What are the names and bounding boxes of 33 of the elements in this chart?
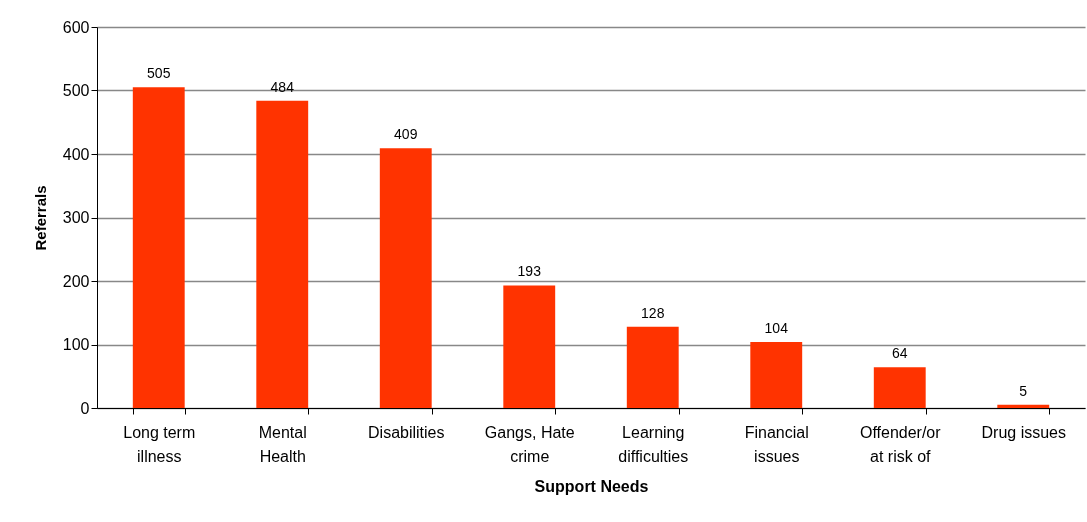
x-tick-label: Offender/or at risk of (859, 423, 942, 465)
bar (750, 341, 803, 408)
bar (256, 100, 309, 408)
bar (379, 148, 432, 408)
bar (873, 367, 926, 408)
x-tick-label: Mental Health (258, 423, 307, 465)
x-tick-label: Gangs, Hate crime (484, 423, 575, 465)
bar (626, 326, 679, 408)
data-label: 505 (147, 65, 171, 82)
bar (997, 404, 1050, 408)
x-tick-label: Disabilities (368, 423, 445, 441)
y-tick-label: 600 (62, 18, 90, 36)
data-label: 64 (891, 345, 908, 362)
data-label: 193 (517, 263, 542, 280)
data-label: 5 (1019, 382, 1028, 399)
bar (503, 285, 556, 408)
bar (132, 87, 185, 408)
data-label: 484 (270, 78, 295, 95)
y-axis-title: Referrals (31, 185, 49, 251)
data-label: 128 (641, 304, 665, 321)
y-tick-label: 0 (80, 399, 90, 417)
y-tick-label: 100 (62, 336, 90, 353)
data-label: 104 (764, 319, 789, 336)
x-tick-label: Learning difficulties (618, 423, 689, 465)
y-tick-label: 500 (62, 82, 90, 99)
y-tick-label: 300 (62, 209, 90, 226)
x-tick-label: Long term illness (123, 423, 196, 465)
x-tick-label: Financial issues (744, 423, 809, 465)
y-tick-label: 400 (62, 145, 90, 163)
x-tick-label: Drug issues (981, 423, 1066, 441)
y-tick-label: 200 (62, 272, 90, 290)
data-label: 409 (394, 126, 418, 143)
x-axis-title: Support Needs (534, 477, 649, 495)
